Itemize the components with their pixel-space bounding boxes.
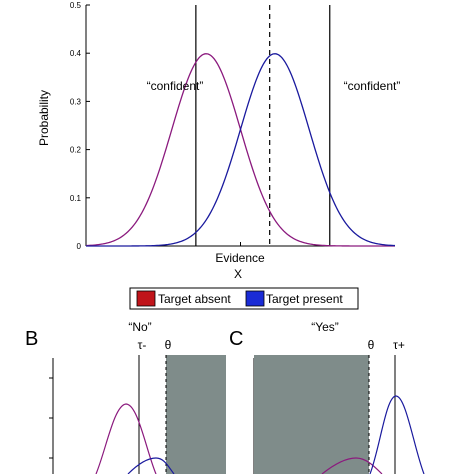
panel-b-theta-label: θ: [165, 338, 172, 352]
y-tick-label: 0: [77, 242, 82, 251]
panel-c-theta-label: θ: [368, 338, 375, 352]
panel-b-tau-minus-label: τ-: [138, 338, 147, 352]
x-axis-label: Evidence: [215, 251, 265, 265]
y-tick-label: 0.4: [70, 49, 82, 58]
panel-b: B “No” τ- θ: [25, 320, 226, 474]
y-axis-label: Probability: [37, 90, 51, 146]
legend: Target absent Target present: [129, 287, 359, 310]
panel-a: 00.10.20.30.40.5 Probability Evidence X …: [37, 1, 400, 281]
panel-b-no-label: “No”: [128, 320, 151, 334]
legend-swatch-target-present: [245, 290, 265, 307]
panel-b-target-present-curve: [127, 457, 175, 474]
legend-swatch-target-absent: [136, 290, 156, 307]
panel-b-letter: B: [25, 328, 38, 350]
y-tick-label: 0.5: [70, 1, 82, 10]
panel-c-target-present-curve: [369, 395, 425, 474]
panel-a-y-ticks: 0 0.1 0.2 0.3 0.4 0.5: [70, 1, 90, 251]
panel-a-threshold-lines: [195, 5, 331, 246]
y-tick-label: 0.1: [70, 194, 82, 203]
y-tick-label: 0.2: [70, 146, 82, 155]
panel-b-shaded-region: [166, 355, 226, 474]
panel-c-target-absent-curve: [321, 457, 383, 474]
x-axis-sublabel: X: [234, 267, 242, 281]
panel-a-curves: [85, 53, 396, 247]
legend-box: [129, 287, 359, 310]
panel-c: C “Yes” θ τ+: [229, 320, 425, 474]
panel-b-target-absent-curve: [95, 403, 157, 474]
panel-c-yes-label: “Yes”: [311, 320, 339, 334]
legend-label-target-absent: Target absent: [158, 292, 231, 306]
panel-c-letter: C: [229, 328, 243, 350]
series-line-target-present: [86, 53, 396, 247]
panel-c-shaded-region: [254, 355, 369, 474]
annotation-confident-right: “confident”: [344, 79, 401, 93]
y-tick-label: 0.3: [70, 97, 82, 106]
legend-label-target-present: Target present: [266, 292, 343, 306]
annotation-confident-left: “confident”: [147, 79, 204, 93]
panel-c-tau-plus-label: τ+: [393, 338, 405, 352]
